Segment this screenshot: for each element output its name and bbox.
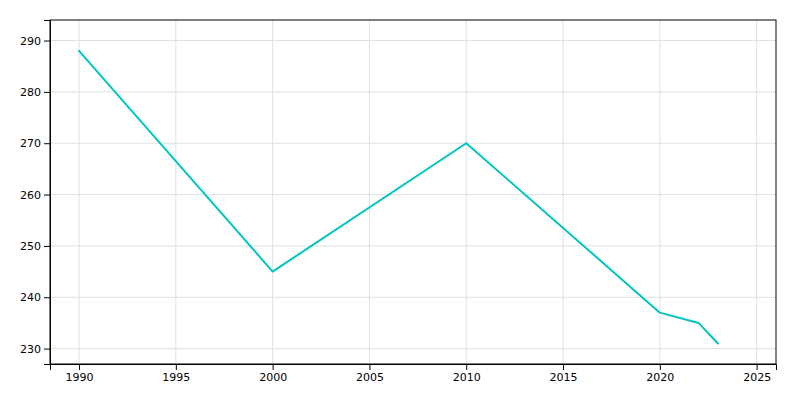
- grid-line-x: [79, 20, 80, 364]
- y-tick-mark: [44, 349, 50, 350]
- y-tick: 230: [20, 343, 50, 356]
- plot-area: [79, 51, 718, 344]
- grid-line-y: [50, 194, 776, 195]
- x-tick-label: 1995: [162, 371, 190, 384]
- y-tick-label: 280: [20, 86, 41, 99]
- x-tick: 2025: [743, 364, 771, 384]
- x-tick-mark: [273, 364, 274, 370]
- y-tick-mark: [44, 195, 50, 196]
- x-tick: 2015: [550, 364, 578, 384]
- x-tick-mark: [660, 364, 661, 370]
- grid-line-x: [756, 20, 757, 364]
- y-tick: 270: [20, 137, 50, 150]
- grid-line-y: [50, 245, 776, 246]
- x-axis-line: [51, 365, 777, 371]
- y-axis-line: [44, 21, 51, 365]
- chart: 1990 1995 2000 2005 2010 2015 2020 2025 230 240 25…: [0, 0, 800, 400]
- grid-line-y: [50, 40, 776, 41]
- x-tick-label: 2015: [550, 371, 578, 384]
- y-tick: 260: [20, 189, 50, 202]
- x-tick: 2010: [453, 364, 481, 384]
- grid-line-y: [50, 348, 776, 349]
- y-tick: 290: [20, 35, 50, 48]
- y-tick: 240: [20, 291, 50, 304]
- grid-line-x: [175, 20, 176, 364]
- grid-line-x: [466, 20, 467, 364]
- y-tick-mark: [44, 246, 50, 247]
- grid-line-x: [369, 20, 370, 364]
- x-tick: 2020: [646, 364, 674, 384]
- grid-line-x: [272, 20, 273, 364]
- x-tick-mark: [369, 364, 370, 370]
- y-tick: 250: [20, 240, 50, 253]
- x-tick-label: 2005: [356, 371, 384, 384]
- y-tick-label: 250: [20, 240, 41, 253]
- line: [79, 51, 718, 344]
- x-tick-label: 2000: [259, 371, 287, 384]
- y-tick-mark: [44, 297, 50, 298]
- x-tick: 1990: [66, 364, 94, 384]
- grid: [50, 20, 776, 364]
- x-tick-label: 1990: [66, 371, 94, 384]
- y-tick-label: 270: [20, 137, 41, 150]
- x-tick-mark: [757, 364, 758, 370]
- x-tick: 2000: [259, 364, 287, 384]
- y-tick: 280: [20, 86, 50, 99]
- grid-line-y: [50, 91, 776, 92]
- y-tick-mark: [44, 41, 50, 42]
- x-tick-mark: [176, 364, 177, 370]
- x-tick-mark: [79, 364, 80, 370]
- x-tick-mark: [466, 364, 467, 370]
- y-tick-label: 260: [20, 189, 41, 202]
- x-tick-label: 2020: [646, 371, 674, 384]
- x-axis: 1990 1995 2000 2005 2010 2015 2020 2025: [51, 364, 777, 384]
- y-tick-mark: [44, 143, 50, 144]
- x-tick: 1995: [162, 364, 190, 384]
- plot-frame: [50, 20, 776, 364]
- x-tick-label: 2010: [453, 371, 481, 384]
- y-tick-label: 230: [20, 343, 41, 356]
- grid-line-y: [50, 297, 776, 298]
- x-tick: 2005: [356, 364, 384, 384]
- y-axis: 230 240 250 260 270 280 290: [20, 21, 51, 365]
- grid-line-x: [563, 20, 564, 364]
- x-tick-mark: [563, 364, 564, 370]
- y-tick-mark: [44, 92, 50, 93]
- y-tick-label: 240: [20, 291, 41, 304]
- y-tick-label: 290: [20, 35, 41, 48]
- x-tick-label: 2025: [743, 371, 771, 384]
